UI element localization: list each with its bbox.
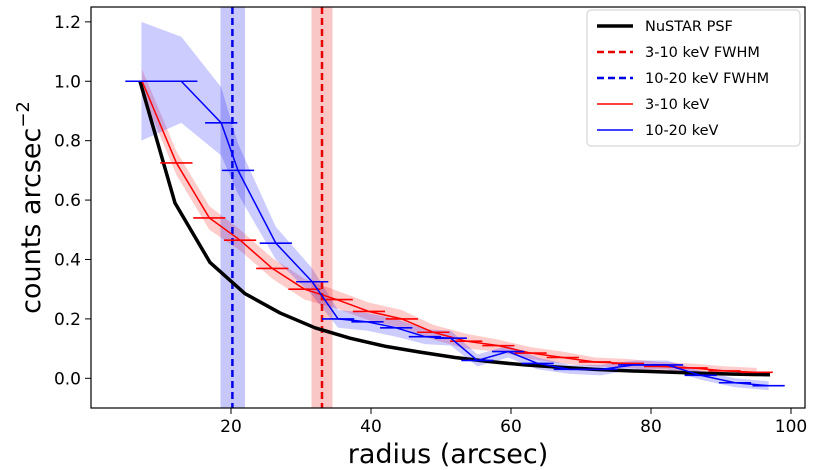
legend-box xyxy=(586,9,801,147)
x-tick-label: 80 xyxy=(640,417,662,437)
y-tick-label: 0.2 xyxy=(54,310,81,330)
y-tick-label: 0.4 xyxy=(54,250,81,270)
x-tick-label: 60 xyxy=(500,417,522,437)
fwhm-markers xyxy=(220,7,333,408)
legend-label-10-20-kev: 10-20 keV xyxy=(645,123,719,139)
x-tick-label: 100 xyxy=(775,417,807,437)
y-axis-label: counts arcsec−2 xyxy=(13,101,47,314)
legend: NuSTAR PSF 3-10 keV FWHM 10-20 keV FWHM 3-1… xyxy=(586,9,801,147)
x-tick-label: 20 xyxy=(220,417,242,437)
y-axis-label-text: counts arcsec xyxy=(16,128,47,314)
legend-label-10-20-kev-fwhm: 10-20 keV FWHM xyxy=(645,71,769,87)
x-tick-label: 40 xyxy=(360,417,382,437)
plot-frame xyxy=(90,6,806,409)
nustar-psf-line xyxy=(138,80,771,377)
y-tick-label: 1.2 xyxy=(54,13,81,33)
y-axis-label-group: counts arcsec−2 xyxy=(13,101,47,314)
legend-label-nustar-psf: NuSTAR PSF xyxy=(645,19,733,35)
legend-label-3-10-kev: 3-10 keV xyxy=(645,97,709,113)
legend-label-3-10-kev-fwhm: 3-10 keV FWHM xyxy=(645,45,760,61)
y-axis-ticks: 0.0 0.2 0.4 0.6 0.8 1.0 1.2 xyxy=(54,13,91,389)
data-series xyxy=(125,80,785,387)
y-tick-label: 1.0 xyxy=(54,72,81,92)
y-axis-label-exponent: −2 xyxy=(13,101,34,128)
y-tick-label: 0.8 xyxy=(54,132,81,152)
y-tick-label: 0.0 xyxy=(54,369,81,389)
x-axis-label: radius (arcsec) xyxy=(348,439,549,470)
x-axis-ticks: 20 40 60 80 100 xyxy=(220,408,807,437)
y-tick-label: 0.6 xyxy=(54,191,81,211)
